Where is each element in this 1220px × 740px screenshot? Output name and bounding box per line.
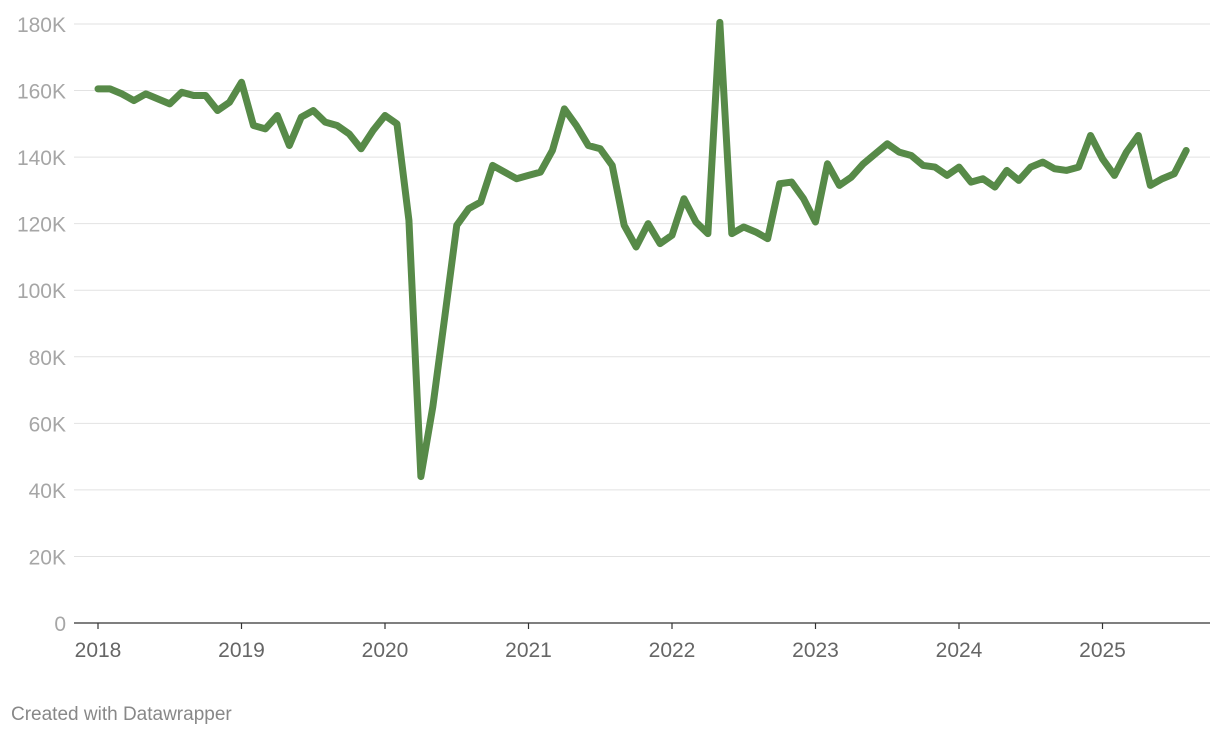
x-tick-label: 2024: [936, 639, 983, 662]
x-tick-label: 2022: [649, 639, 696, 662]
x-tick-label: 2018: [75, 639, 122, 662]
y-tick-label: 40K: [29, 480, 66, 503]
x-tick-label: 2025: [1079, 639, 1126, 662]
x-axis: 2018 2019 2020 2021 2022 2023 2024 2025: [74, 622, 1210, 662]
y-tick-label: 140K: [17, 147, 66, 170]
x-tick-label: 2021: [505, 639, 552, 662]
x-tick-label: 2020: [362, 639, 409, 662]
series-line: [94, 18, 1190, 481]
y-tick-label: 120K: [17, 214, 66, 237]
y-tick-label: 80K: [29, 347, 66, 370]
y-tick-label: 160K: [17, 81, 66, 104]
gridlines: [74, 23, 1210, 557]
y-tick-label: 0: [54, 613, 66, 636]
y-tick-label: 20K: [29, 546, 66, 569]
x-tick-label: 2019: [218, 639, 265, 662]
chart-credit: Created with Datawrapper: [11, 704, 232, 725]
y-tick-label: 100K: [17, 280, 66, 303]
y-tick-label: 60K: [29, 413, 66, 436]
y-tick-label: 180K: [17, 14, 66, 37]
y-axis-tick-labels: 0 20K 40K 60K 80K 100K 120K 140K 160K 180K: [17, 14, 66, 636]
x-tick-label: 2023: [792, 639, 839, 662]
series-layer: [94, 18, 1190, 481]
